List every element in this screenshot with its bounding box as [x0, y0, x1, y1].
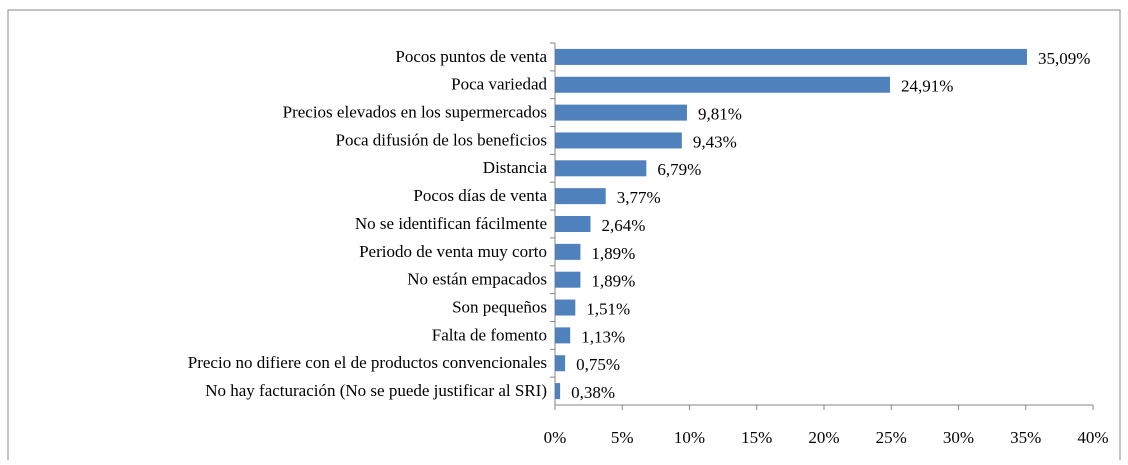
value-label: 1,89% — [591, 244, 635, 263]
value-label: 0,38% — [571, 383, 615, 402]
x-tick-label: 35% — [1010, 428, 1041, 447]
value-label: 24,91% — [901, 77, 953, 96]
y-tick-label: Distancia — [483, 158, 548, 177]
y-tick-label: Falta de fomento — [432, 325, 547, 344]
value-label: 1,51% — [586, 299, 630, 318]
value-label: 2,64% — [602, 216, 646, 235]
bar — [555, 76, 891, 93]
value-label: 0,75% — [576, 355, 620, 374]
value-label: 9,43% — [693, 132, 737, 151]
y-tick-label: Precio no difiere con el de productos co… — [188, 353, 547, 372]
y-tick-label: Poca variedad — [451, 75, 547, 94]
value-label: 6,79% — [657, 160, 701, 179]
y-tick-label: Periodo de venta muy corto — [359, 242, 547, 261]
y-tick-label: No se identifican fácilmente — [355, 214, 547, 233]
bar — [555, 299, 576, 316]
y-tick-label: Son pequeños — [452, 297, 547, 316]
x-tick-label: 5% — [611, 428, 634, 447]
bar — [555, 243, 581, 260]
value-label: 1,13% — [581, 327, 625, 346]
y-tick-label: No están empacados — [407, 270, 547, 289]
x-tick-label: 25% — [876, 428, 907, 447]
value-label: 3,77% — [617, 188, 661, 207]
bar — [555, 383, 561, 400]
bar — [555, 216, 591, 232]
x-tick-label: 15% — [741, 428, 772, 447]
bar — [555, 188, 606, 205]
bar — [555, 48, 1027, 65]
y-tick-label: Poca difusión de los beneficios — [335, 130, 547, 149]
chart-frame — [7, 9, 1121, 460]
y-tick-label: Pocos puntos de venta — [395, 47, 547, 66]
x-tick-label: 30% — [943, 428, 974, 447]
y-tick-label: No hay facturación (No se puede justific… — [205, 381, 547, 400]
bar — [555, 355, 566, 372]
bar — [555, 104, 687, 121]
bar — [555, 132, 682, 149]
y-tick-label: Precios elevados en los supermercados — [283, 103, 547, 122]
bar — [555, 160, 647, 177]
x-tick-label: 20% — [808, 428, 839, 447]
value-label: 9,81% — [698, 105, 742, 124]
y-tick-label: Pocos días de venta — [413, 186, 547, 205]
bar — [555, 327, 571, 344]
value-label: 1,89% — [591, 272, 635, 291]
bar — [555, 271, 581, 288]
x-tick-label: 0% — [544, 428, 567, 447]
x-tick-label: 10% — [674, 428, 705, 447]
x-tick-label: 40% — [1077, 428, 1108, 447]
value-label: 35,09% — [1038, 49, 1090, 68]
